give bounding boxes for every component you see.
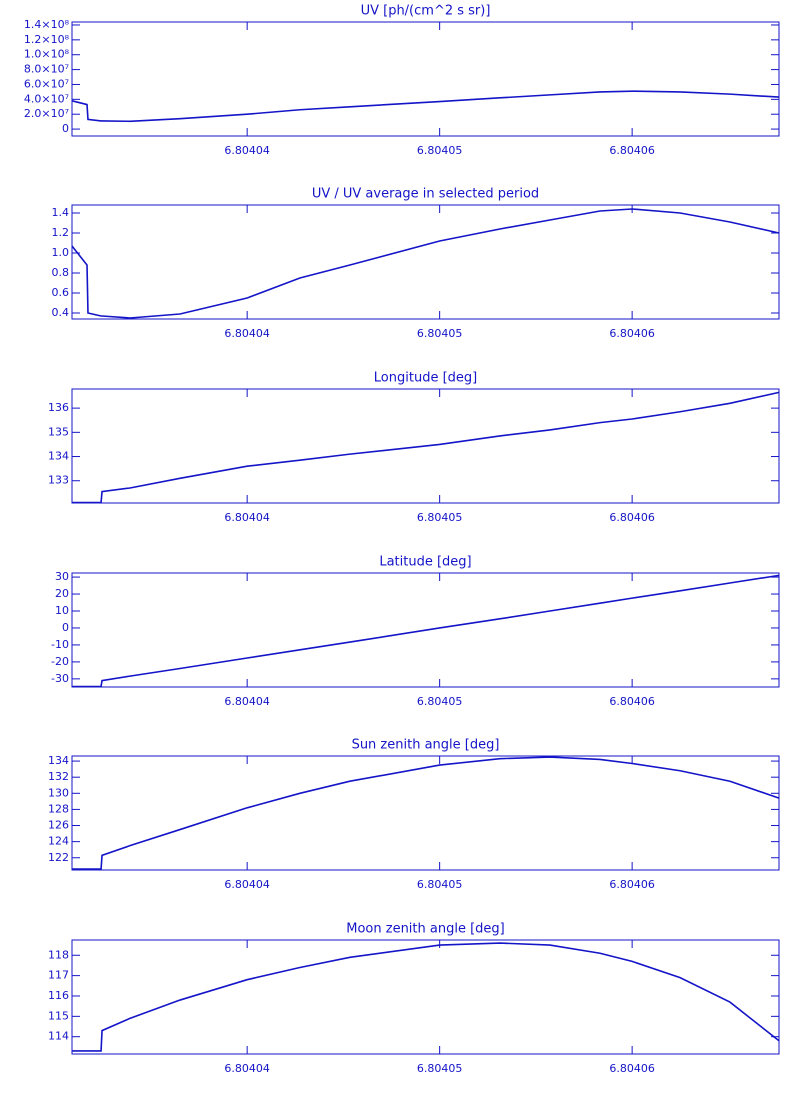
y-tick-label: 1.2×10⁸: [24, 33, 70, 46]
x-tick-label: 6.80406: [609, 327, 655, 340]
y-tick-label: 116: [48, 989, 69, 1002]
y-tick-label: 124: [48, 835, 69, 848]
x-tick-label: 6.80406: [609, 511, 655, 524]
chart-title: Sun zenith angle [deg]: [352, 738, 500, 753]
x-tick-label: 6.80406: [609, 144, 655, 157]
x-tick-label: 6.80404: [224, 1062, 270, 1075]
y-tick-label: 6.0×10⁷: [24, 77, 69, 90]
y-tick-label: 122: [48, 851, 69, 864]
plot-frame: [71, 204, 780, 320]
y-tick-label: 118: [48, 948, 69, 961]
data-line: [71, 208, 780, 319]
x-tick-label: 6.80404: [224, 327, 270, 340]
x-tick-label: 6.80406: [609, 878, 655, 891]
plot-frame: [71, 388, 780, 504]
y-tick-label: 0.8: [52, 266, 70, 279]
x-tick-label: 6.80404: [224, 878, 270, 891]
chart-title: UV / UV average in selected period: [312, 187, 539, 202]
plot-frame: [71, 21, 780, 137]
y-tick-label: 0: [62, 122, 69, 135]
y-tick-label: 10: [55, 604, 69, 617]
y-tick-label: 114: [48, 1030, 69, 1043]
y-tick-label: 1.0: [52, 246, 70, 259]
chart-title: Latitude [deg]: [379, 555, 471, 570]
data-line: [72, 574, 780, 688]
x-tick-label: 6.80406: [609, 695, 655, 708]
y-tick-label: 20: [55, 587, 69, 600]
y-tick-label: 135: [48, 425, 69, 438]
y-tick-label: 126: [48, 819, 69, 832]
data-line: [72, 391, 780, 504]
y-tick-label: -10: [51, 638, 69, 651]
data-line: [71, 90, 780, 123]
x-tick-label: 6.80405: [417, 695, 463, 708]
y-tick-label: 130: [48, 786, 69, 799]
y-tick-label: 30: [55, 570, 69, 583]
x-tick-label: 6.80406: [609, 1062, 655, 1075]
y-tick-label: 136: [48, 401, 69, 414]
y-tick-label: 117: [48, 969, 69, 982]
y-tick-label: 1.2: [52, 226, 70, 239]
y-tick-label: 133: [48, 474, 69, 487]
plot-frame: [71, 572, 780, 688]
plot-frame: [71, 939, 780, 1055]
y-tick-label: 8.0×10⁷: [24, 63, 69, 76]
y-tick-label: 134: [48, 450, 69, 463]
x-tick-label: 6.80404: [224, 695, 270, 708]
chart-title: Longitude [deg]: [374, 371, 477, 386]
y-tick-label: 1.4: [52, 206, 70, 219]
x-tick-label: 6.80404: [224, 511, 270, 524]
y-tick-label: 128: [48, 802, 69, 815]
x-tick-label: 6.80405: [417, 1062, 463, 1075]
y-tick-label: 1.0×10⁸: [24, 48, 70, 61]
y-tick-label: 4.0×10⁷: [24, 92, 69, 105]
y-tick-label: 115: [48, 1009, 69, 1022]
y-tick-label: 1.4×10⁸: [24, 18, 70, 31]
x-tick-label: 6.80405: [417, 144, 463, 157]
y-tick-label: -30: [51, 672, 69, 685]
y-tick-label: 132: [48, 770, 69, 783]
chart-title: UV [ph/(cm^2 s sr)]: [361, 4, 491, 19]
x-tick-label: 6.80405: [417, 878, 463, 891]
y-tick-label: 0.6: [52, 286, 70, 299]
chart-title: Moon zenith angle [deg]: [346, 922, 504, 937]
data-line: [72, 756, 780, 870]
x-tick-label: 6.80404: [224, 144, 270, 157]
data-line: [72, 942, 780, 1052]
x-tick-label: 6.80405: [417, 511, 463, 524]
x-tick-label: 6.80405: [417, 327, 463, 340]
y-tick-label: -20: [51, 655, 69, 668]
y-tick-label: 2.0×10⁷: [24, 107, 69, 120]
y-tick-label: 0: [62, 621, 69, 634]
plot-frame: [71, 755, 780, 871]
y-tick-label: 0.4: [52, 306, 70, 319]
y-tick-label: 134: [48, 754, 69, 767]
